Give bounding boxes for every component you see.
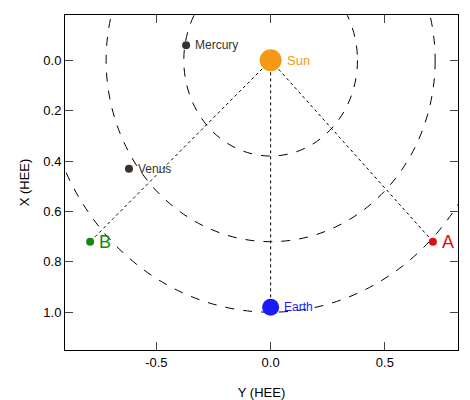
svg-text:0.0: 0.0: [262, 355, 280, 370]
svg-text:1.0: 1.0: [43, 305, 61, 320]
svg-text:0.8: 0.8: [43, 254, 61, 269]
svg-text:Earth: Earth: [284, 300, 313, 314]
svg-text:-0.5: -0.5: [145, 355, 167, 370]
svg-text:0.6: 0.6: [43, 204, 61, 219]
svg-text:Mercury: Mercury: [195, 38, 238, 52]
svg-text:0.2: 0.2: [43, 103, 61, 118]
svg-text:0.4: 0.4: [43, 154, 61, 169]
svg-text:Venus: Venus: [138, 162, 171, 176]
svg-text:Sun: Sun: [287, 53, 310, 68]
svg-text:B: B: [99, 232, 111, 252]
svg-text:0.5: 0.5: [376, 355, 394, 370]
svg-text:X (HEE): X (HEE): [17, 159, 32, 207]
svg-text:A: A: [442, 232, 454, 252]
svg-text:Y (HEE): Y (HEE): [238, 385, 285, 400]
svg-text:0.0: 0.0: [43, 53, 61, 68]
